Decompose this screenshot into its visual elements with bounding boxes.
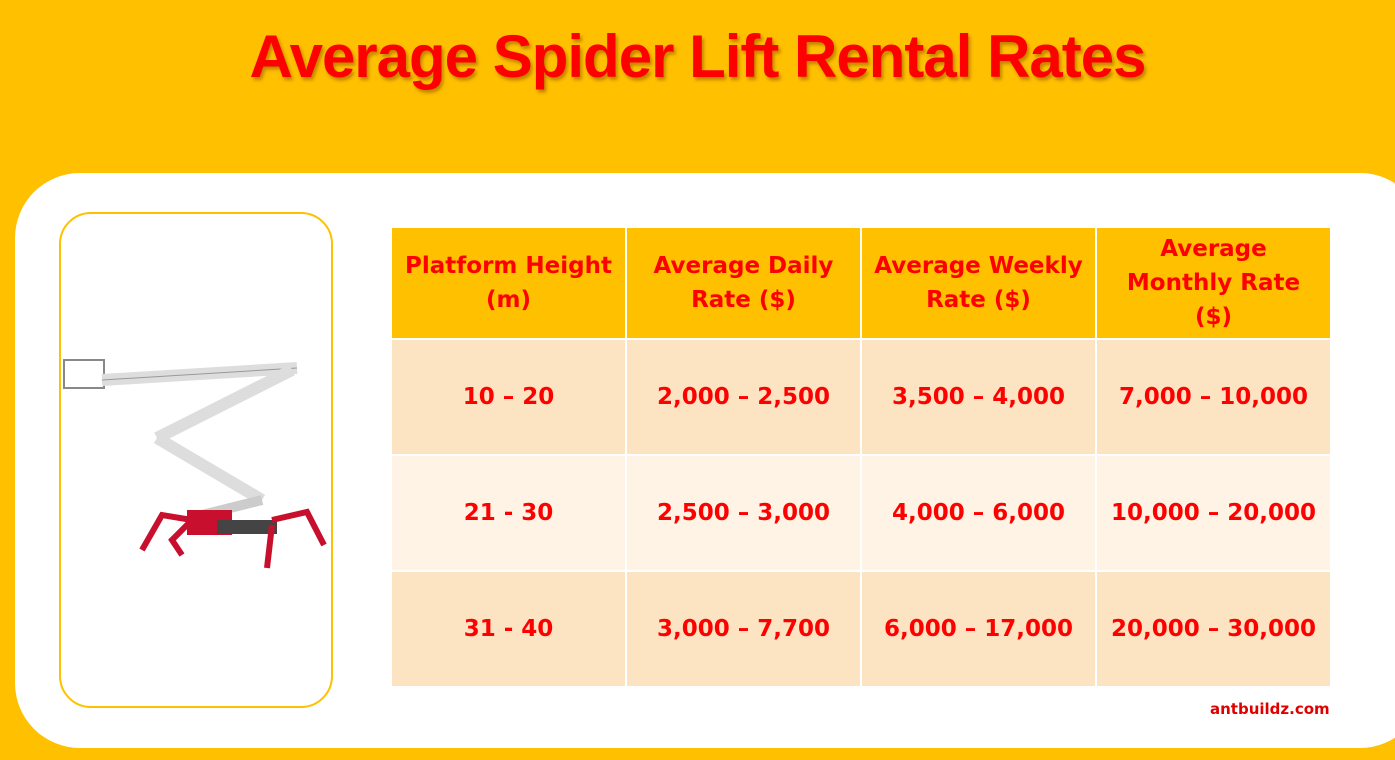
table-cell: 20,000 – 30,000 [1095, 570, 1332, 688]
table-cell: 31 - 40 [390, 570, 627, 688]
brand: antbuildz.com [1210, 700, 1330, 718]
table-cell: 3,000 – 7,700 [625, 570, 862, 688]
table-row: 31 - 40 3,000 – 7,700 6,000 – 17,000 20,000… [390, 570, 1332, 688]
table-cell: 2,500 – 3,000 [625, 454, 862, 572]
table-cell: 21 - 30 [390, 454, 627, 572]
rates-table: Platform Height (m) Average Daily Rate ($… [390, 226, 1332, 688]
column-header: Average Monthly Rate ($) [1095, 226, 1332, 340]
table-row: 21 - 30 2,500 – 3,000 4,000 – 6,000 10,000 … [390, 454, 1332, 572]
table-row: 10 – 20 2,000 – 2,500 3,500 – 4,000 7,000 –… [390, 338, 1332, 456]
spider-lift-image [63, 359, 327, 569]
table-cell: 7,000 – 10,000 [1095, 338, 1332, 456]
column-header: Average Weekly Rate ($) [860, 226, 1097, 340]
table-cell: 10 – 20 [390, 338, 627, 456]
title: Average Spider Lift Rental Rates [249, 23, 1146, 90]
table-cell: 3,500 – 4,000 [860, 338, 1097, 456]
table-cell: 4,000 – 6,000 [860, 454, 1097, 572]
table-cell: 10,000 – 20,000 [1095, 454, 1332, 572]
column-header: Average Daily Rate ($) [625, 226, 862, 340]
table-cell: 6,000 – 17,000 [860, 570, 1097, 688]
column-header: Platform Height (m) [390, 226, 627, 340]
table-cell: 2,000 – 2,500 [625, 338, 862, 456]
